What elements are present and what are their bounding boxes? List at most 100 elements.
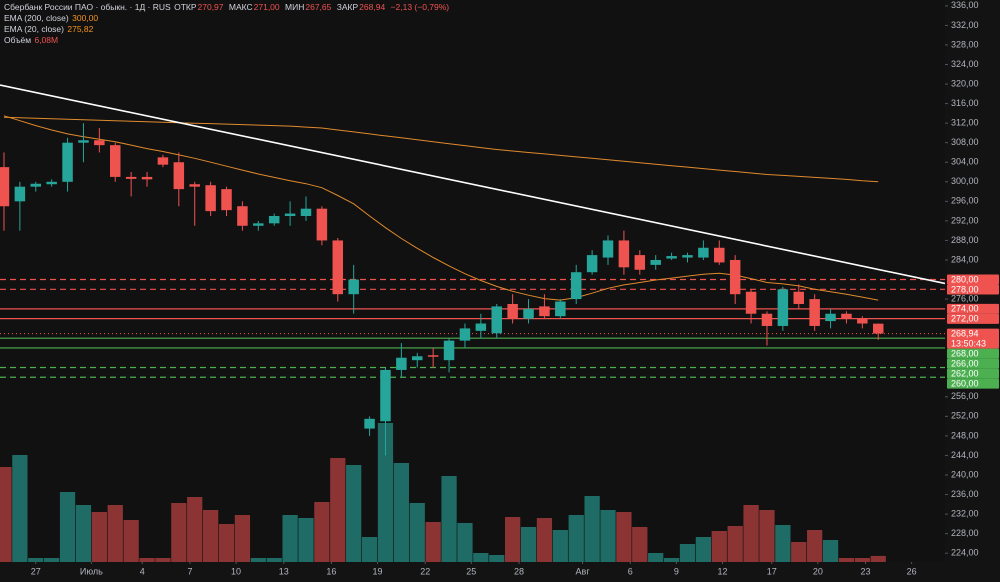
- volume-bar: [0, 467, 12, 562]
- plot-background: [0, 0, 945, 562]
- y-tick-label: 292,00: [951, 215, 979, 225]
- candle-body: [46, 181, 57, 185]
- y-tick-label: 328,00: [951, 39, 979, 49]
- candle-body: [94, 140, 105, 146]
- y-tick-label: 256,00: [951, 391, 979, 401]
- x-tick-label: 26: [907, 566, 917, 576]
- candle-body: [412, 356, 423, 361]
- legend-name: EMA (20, close): [4, 24, 64, 34]
- legend-name: Объём: [4, 35, 32, 45]
- candle-body: [141, 176, 153, 180]
- volume-bar: [234, 515, 251, 562]
- volume-bar: [807, 530, 823, 562]
- price-badge: [947, 358, 999, 369]
- candle-body: [268, 216, 280, 224]
- volume-bar: [838, 558, 855, 562]
- volume-bar: [44, 558, 60, 562]
- volume-bar: [28, 558, 44, 562]
- volume-bar: [202, 510, 219, 562]
- volume-bar: [330, 458, 346, 562]
- candle-body: [475, 323, 487, 331]
- candle-body: [793, 291, 805, 304]
- price-badge-label: 262,00: [951, 368, 979, 378]
- candle-body: [14, 186, 26, 202]
- volume-bar: [346, 465, 362, 562]
- y-tick-label: 316,00: [951, 98, 979, 108]
- candle-body: [777, 289, 789, 326]
- legend-value: 275,82: [67, 24, 94, 34]
- legend-value: 6,08M: [34, 35, 59, 45]
- y-tick-label: 308,00: [951, 137, 979, 147]
- ohlc-value: 267,65: [305, 2, 332, 12]
- x-tick-label: 7: [187, 566, 192, 576]
- volume-bar: [775, 525, 791, 562]
- y-tick-label: 304,00: [951, 157, 979, 167]
- x-tick-label: 22: [420, 566, 430, 576]
- candle-body: [284, 213, 296, 217]
- volume-bar: [552, 530, 568, 562]
- candle-body: [570, 272, 582, 300]
- y-tick-label: 336,00: [951, 0, 979, 10]
- candle-body: [745, 291, 757, 314]
- candle-body: [332, 240, 344, 295]
- price-badge: [947, 368, 999, 379]
- candle-body: [586, 255, 598, 273]
- price-badge-label: 268,94: [951, 328, 979, 338]
- volume-bar: [298, 518, 314, 562]
- volume-bar: [600, 510, 616, 562]
- candle-body: [189, 184, 200, 187]
- candle-body: [78, 140, 89, 143]
- volume-bar: [568, 515, 584, 562]
- y-tick-label: 276,00: [951, 293, 979, 303]
- x-tick-label: 9: [674, 566, 679, 576]
- candle-body: [825, 313, 836, 322]
- volume-bar: [155, 558, 171, 562]
- volume-bar: [441, 476, 457, 562]
- volume-bar: [425, 522, 441, 562]
- x-tick-label: Авг: [576, 566, 591, 576]
- legend-value: 300,00: [72, 13, 99, 23]
- volume-bar: [12, 455, 28, 562]
- volume-bar: [377, 423, 394, 562]
- volume-bar: [457, 523, 473, 562]
- price-badge-label: 274,00: [951, 304, 979, 314]
- price-badge: [947, 313, 999, 324]
- y-tick-label: 228,00: [951, 528, 979, 538]
- price-badge-label: 278,00: [951, 284, 979, 294]
- candle-body: [364, 418, 375, 429]
- y-tick-label: 288,00: [951, 235, 979, 245]
- trendline: [0, 84, 945, 285]
- candle-body: [698, 247, 709, 258]
- change: −2,13 (−0,79%): [390, 2, 450, 12]
- volume-bar: [727, 526, 743, 562]
- volume-bar: [489, 555, 505, 562]
- candle-body: [157, 157, 169, 165]
- volume-bar: [505, 517, 521, 562]
- ohlc-key: МИН: [285, 2, 305, 12]
- price-badge: [947, 303, 999, 314]
- ohlc-key: ОТКР: [174, 2, 197, 12]
- candle-body: [348, 279, 359, 295]
- ohlc-value: 271,00: [253, 2, 280, 12]
- y-tick-label: 236,00: [951, 489, 979, 499]
- volume-bar: [107, 505, 123, 562]
- candle-body: [666, 256, 677, 259]
- candle-body: [650, 259, 661, 265]
- volume-bar: [59, 492, 76, 562]
- candle-body: [841, 313, 852, 319]
- x-tick-label: 25: [466, 566, 476, 576]
- volume-bar: [743, 505, 759, 562]
- volume-bar: [250, 558, 266, 562]
- candle-body: [109, 145, 121, 177]
- candle-body: [316, 208, 328, 241]
- volume-bar: [854, 558, 870, 562]
- candle-body: [443, 340, 455, 361]
- volume-bar: [584, 496, 600, 562]
- volume-bar: [870, 555, 886, 562]
- volume-bar: [632, 527, 648, 562]
- candle-body: [205, 185, 216, 212]
- candle-body: [682, 255, 693, 258]
- volume-bar: [663, 558, 680, 562]
- volume-bar: [409, 503, 425, 562]
